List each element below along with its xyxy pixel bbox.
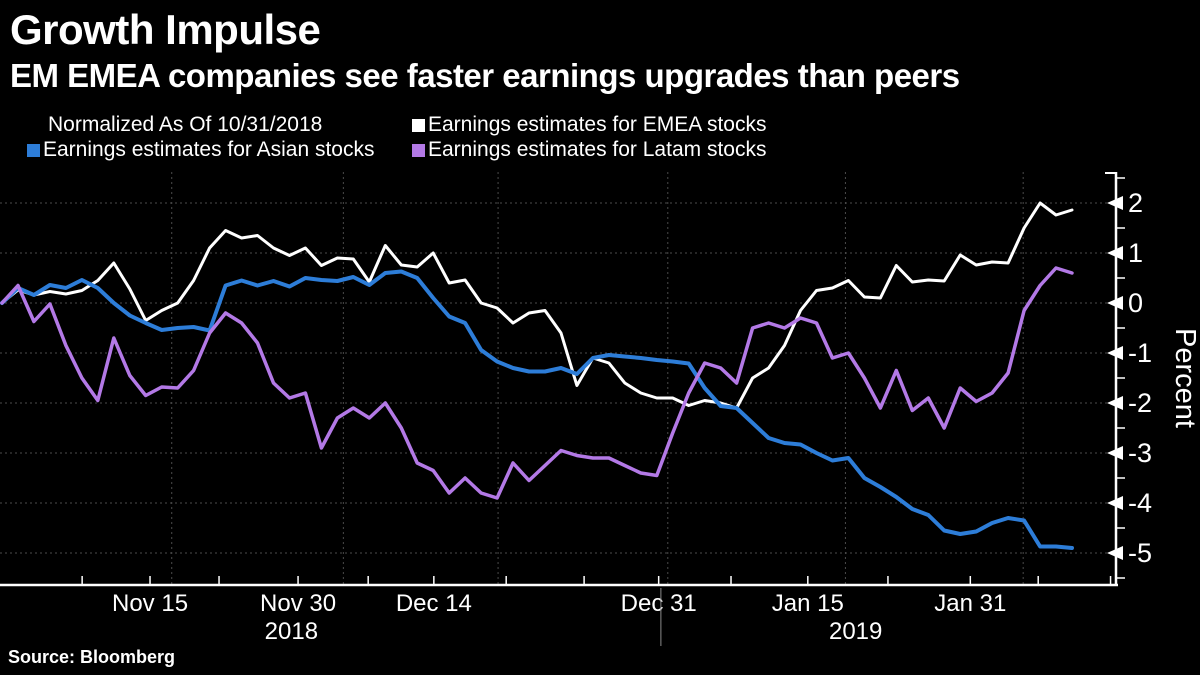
legend-item-latam: Earnings estimates for Latam stocks (412, 138, 766, 162)
y-tick-arrow-icon (1107, 296, 1123, 310)
y-tick-label: -4 (1128, 488, 1152, 518)
y-tick-label: -5 (1128, 538, 1152, 568)
y-tick-arrow-icon (1107, 196, 1123, 210)
chart-subtitle: EM EMEA companies see faster earnings up… (10, 57, 960, 94)
y-tick-label: -1 (1128, 338, 1152, 368)
legend-normalization-note: Normalized As Of 10/31/2018 (48, 113, 323, 136)
x-tick-label: Dec 14 (396, 590, 472, 617)
legend-item-emea: Earnings estimates for EMEA stocks (412, 113, 766, 137)
x-tick-label: Jan 31 (934, 590, 1006, 617)
x-tick-label: Nov 15 (112, 590, 188, 617)
legend-marker-emea-icon (412, 118, 425, 132)
legend-label-emea: Earnings estimates for EMEA stocks (428, 113, 767, 136)
legend-marker-latam-icon (412, 143, 425, 157)
y-tick-label: 1 (1128, 238, 1143, 268)
y-tick-label: -2 (1128, 388, 1152, 418)
year-label: 2019 (829, 618, 882, 645)
series-line-latam (0, 266, 1074, 500)
source-attribution: Source: Bloomberg (8, 647, 176, 667)
y-tick-label: 0 (1128, 288, 1143, 318)
y-tick-label: 2 (1128, 188, 1143, 218)
y-tick-arrow-icon (1107, 446, 1123, 460)
legend-label-asia: Earnings estimates for Asian stocks (43, 138, 375, 161)
x-tick-label: Dec 31 (621, 590, 697, 617)
y-tick-arrow-icon (1107, 396, 1123, 410)
x-tick-label: Jan 15 (772, 590, 844, 617)
y-tick-label: -3 (1128, 438, 1152, 468)
y-axis-title: Percent (1169, 328, 1200, 428)
year-label: 2018 (265, 618, 318, 645)
y-tick-arrow-icon (1107, 546, 1123, 560)
series-line-asia (0, 269, 1074, 550)
y-tick-arrow-icon (1107, 346, 1123, 360)
legend-marker-asia-icon (27, 143, 40, 157)
y-tick-arrow-icon (1107, 496, 1123, 510)
y-tick-arrow-icon (1107, 246, 1123, 260)
legend-label-latam: Earnings estimates for Latam stocks (428, 138, 767, 161)
chart-title: Growth Impulse (10, 6, 321, 53)
legend-item-asia: Earnings estimates for Asian stocks (27, 138, 374, 162)
series-line-emea (0, 201, 1074, 410)
x-tick-label: Nov 30 (260, 590, 336, 617)
